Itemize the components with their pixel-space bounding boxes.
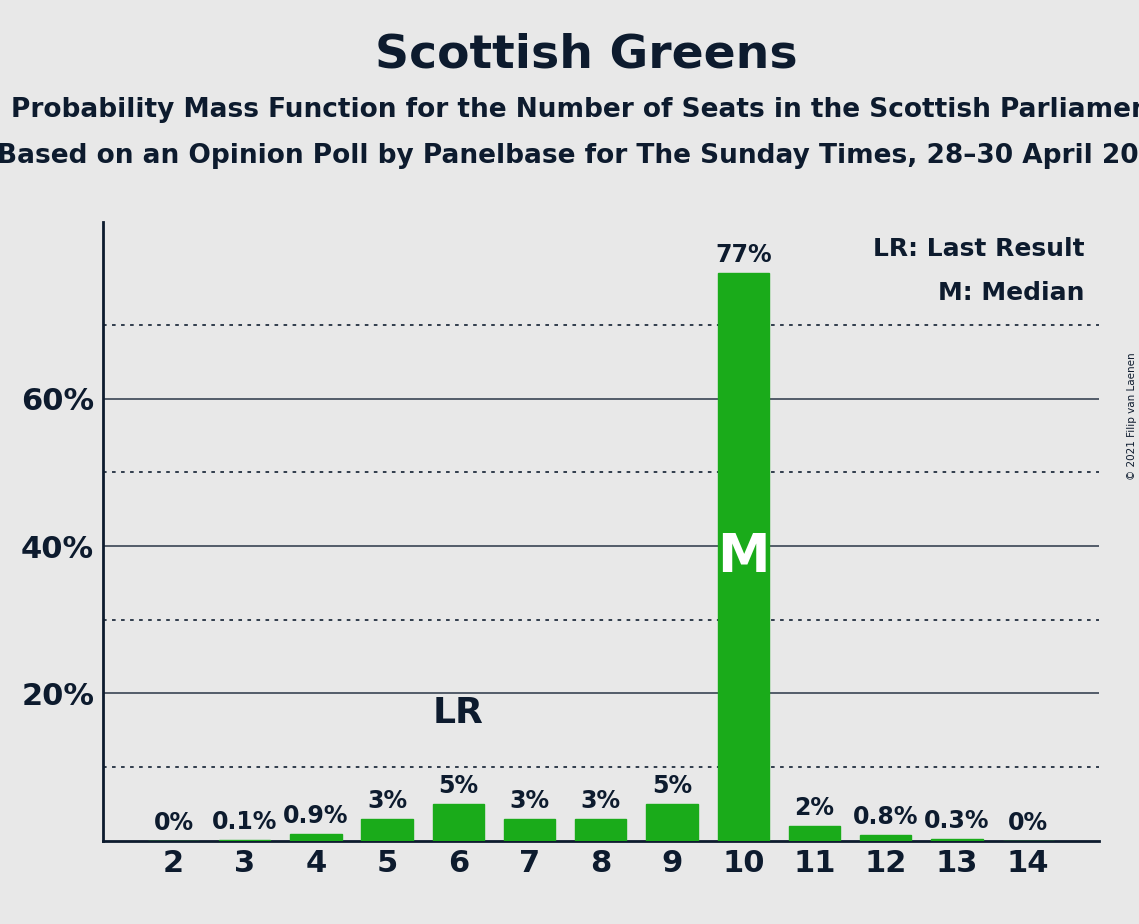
Bar	[361, 819, 412, 841]
Text: © 2021 Filip van Laenen: © 2021 Filip van Laenen	[1126, 352, 1137, 480]
Bar	[932, 839, 983, 841]
Bar	[647, 804, 698, 841]
Bar	[503, 819, 555, 841]
Text: 3%: 3%	[367, 789, 408, 813]
Bar	[433, 804, 484, 841]
Text: M: M	[718, 531, 770, 583]
Text: Based on an Opinion Poll by Panelbase for The Sunday Times, 28–30 April 2021: Based on an Opinion Poll by Panelbase fo…	[0, 143, 1139, 169]
Text: 0.9%: 0.9%	[284, 804, 349, 828]
Text: 0%: 0%	[154, 811, 194, 835]
Text: 0%: 0%	[1008, 811, 1048, 835]
Bar	[575, 819, 626, 841]
Bar	[290, 834, 342, 841]
Text: 5%: 5%	[652, 774, 693, 798]
Text: 0.8%: 0.8%	[853, 805, 918, 829]
Bar	[718, 274, 769, 841]
Text: Scottish Greens: Scottish Greens	[375, 32, 798, 78]
Text: 0.1%: 0.1%	[212, 810, 278, 834]
Text: 2%: 2%	[795, 796, 835, 821]
Bar	[860, 835, 911, 841]
Text: LR: Last Result: LR: Last Result	[872, 237, 1084, 261]
Text: 5%: 5%	[439, 774, 478, 798]
Text: 0.3%: 0.3%	[924, 808, 990, 833]
Bar	[789, 826, 841, 841]
Text: Probability Mass Function for the Number of Seats in the Scottish Parliament: Probability Mass Function for the Number…	[11, 97, 1139, 123]
Text: 3%: 3%	[509, 789, 550, 813]
Text: LR: LR	[433, 697, 484, 730]
Text: M: Median: M: Median	[937, 281, 1084, 305]
Text: 3%: 3%	[581, 789, 621, 813]
Text: 77%: 77%	[715, 243, 771, 267]
